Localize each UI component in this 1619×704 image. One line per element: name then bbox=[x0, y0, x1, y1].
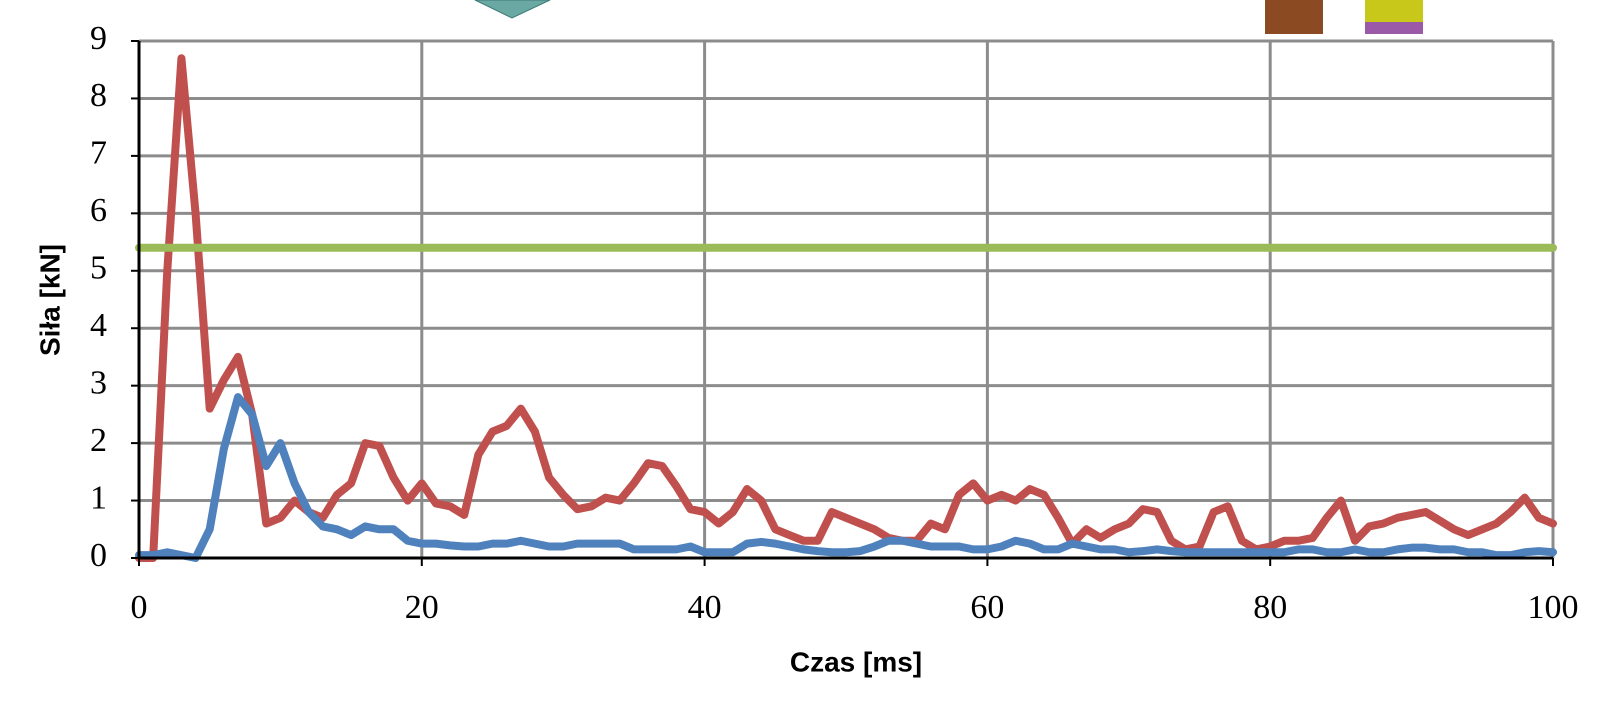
y-tick-label: 1 bbox=[90, 479, 107, 516]
chart: 0 1 2 3 4 5 6 7 8 9 0 20 40 60 80 100 Czas [ms] Siła [k… bbox=[0, 0, 1619, 704]
y-tick-label: 8 bbox=[90, 77, 107, 114]
x-tick-label: 60 bbox=[970, 589, 1004, 626]
x-tick-label: 20 bbox=[405, 589, 439, 626]
x-tick-label: 80 bbox=[1253, 589, 1287, 626]
y-tick-label: 0 bbox=[90, 537, 107, 574]
y-tick-label: 6 bbox=[90, 192, 107, 229]
page: 0 1 2 3 4 5 6 7 8 9 0 20 40 60 80 100 Czas [ms] Siła [k… bbox=[0, 0, 1619, 704]
x-tick-label: 100 bbox=[1528, 589, 1579, 626]
y-tick-label: 5 bbox=[90, 250, 107, 287]
x-tick-label: 40 bbox=[688, 589, 722, 626]
picture-fragment bbox=[475, 0, 550, 18]
y-tick-label: 7 bbox=[90, 135, 107, 172]
picture-fragment bbox=[1265, 0, 1323, 34]
x-axis-title: Czas [ms] bbox=[790, 646, 922, 677]
plot bbox=[139, 58, 1553, 558]
picture-fragment bbox=[1365, 22, 1423, 34]
y-axis-title: Siła [kN] bbox=[34, 244, 65, 356]
y-tick-label: 2 bbox=[90, 422, 107, 459]
data-line bbox=[139, 58, 1553, 558]
y-tick-label: 3 bbox=[90, 364, 107, 401]
y-tick-label: 4 bbox=[90, 307, 107, 344]
y-tick-label: 9 bbox=[90, 20, 107, 57]
x-tick-label: 0 bbox=[131, 589, 148, 626]
